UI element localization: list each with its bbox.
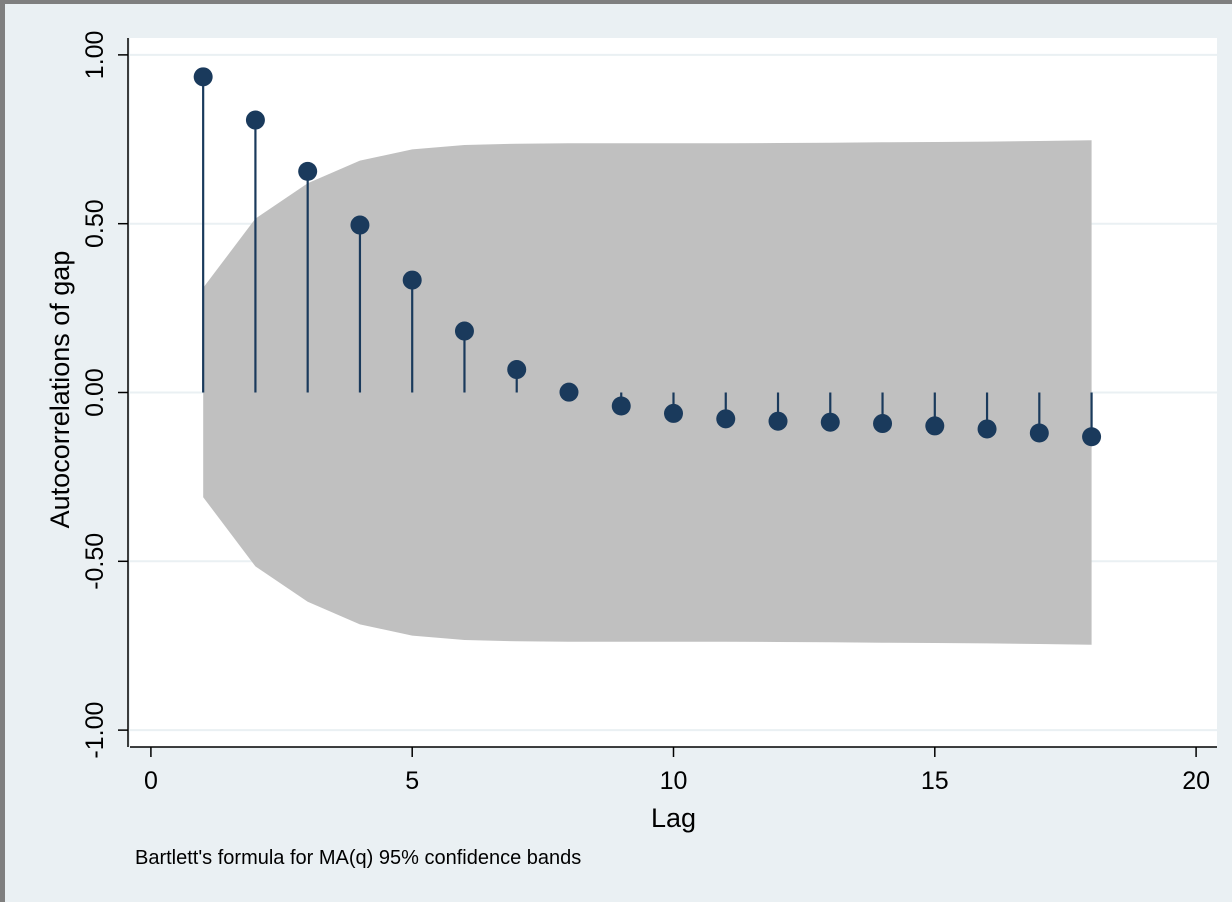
y-tick-label: 1.00 xyxy=(81,31,109,80)
x-tick-label: 5 xyxy=(405,767,419,795)
x-tick-label: 15 xyxy=(921,767,949,795)
y-axis-title: Autocorrelations of gap xyxy=(45,251,75,529)
acf-point xyxy=(977,419,997,439)
y-tick-label: -1.00 xyxy=(81,702,109,759)
acf-point xyxy=(664,403,683,423)
x-tick-label: 10 xyxy=(660,767,688,795)
acf-point xyxy=(402,270,422,290)
acf-point xyxy=(245,110,265,130)
acf-point xyxy=(350,215,370,235)
y-tick-label: -0.50 xyxy=(81,533,109,590)
acf-point xyxy=(820,412,840,432)
acf-point xyxy=(768,411,788,431)
markers xyxy=(193,67,1102,447)
acf-point xyxy=(925,416,945,436)
y-tick-label: 0.50 xyxy=(81,199,109,248)
tick-labels: -1.00 -0.50 0.00 0.50 1.00 0 5 10 15 20 xyxy=(81,31,1210,795)
acf-point xyxy=(193,67,213,87)
y-tick-label: 0.00 xyxy=(81,368,109,417)
x-tick-label: 0 xyxy=(144,767,158,795)
chart-note: Bartlett's formula for MA(q) 95% confide… xyxy=(135,847,581,869)
x-tick-label: 20 xyxy=(1182,767,1210,795)
acf-point xyxy=(716,409,736,429)
acf-point xyxy=(454,321,474,341)
acf-point xyxy=(559,382,579,402)
acf-point xyxy=(873,414,893,434)
acf-point xyxy=(1082,427,1102,447)
acf-point xyxy=(1029,423,1049,443)
acf-point xyxy=(507,360,527,380)
x-axis-title: Lag xyxy=(651,803,696,833)
confidence-band xyxy=(203,140,1092,645)
acf-point xyxy=(298,161,318,181)
acf-point xyxy=(611,396,631,416)
